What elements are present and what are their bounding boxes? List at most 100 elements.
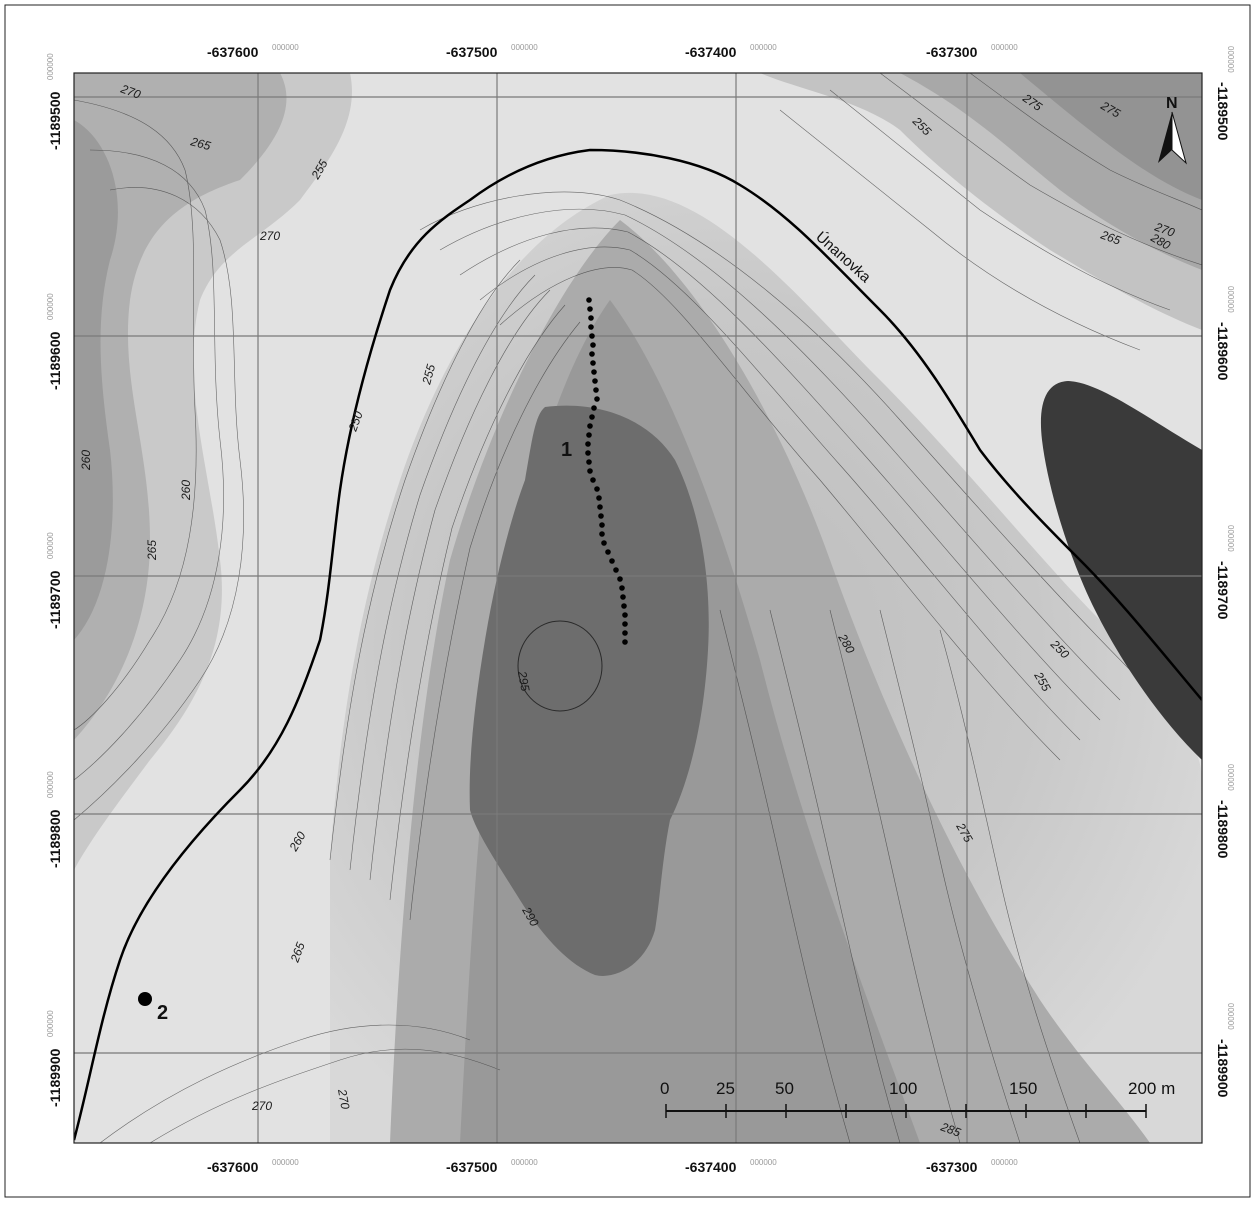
profile-dot	[589, 333, 595, 339]
north-arrow: N	[1158, 95, 1187, 165]
west-hill-terrain-core	[74, 120, 118, 640]
profile-dot	[590, 342, 596, 348]
x-label-bottom-2-dec: 000000	[511, 1158, 538, 1167]
contour-label: 270	[259, 229, 280, 243]
contour-label: 255	[419, 362, 438, 386]
y-label-right-4-dec: 000000	[1226, 764, 1235, 791]
contour-lines	[74, 73, 1202, 1143]
west-hill-terrain-inner	[74, 73, 287, 740]
x-coordinate-labels-bottom: -637600 000000 -637500 000000 -637400 00…	[207, 1158, 1018, 1175]
profile-dot	[589, 414, 595, 420]
contour-label: 265	[188, 134, 212, 153]
contour-label: 270	[118, 81, 143, 101]
contour-label: 265	[1098, 227, 1123, 247]
y-label-right-1-dec: 000000	[1226, 46, 1235, 73]
x-label-bottom-1: -637600	[207, 1159, 259, 1175]
profile-dot	[601, 540, 607, 546]
y-label-right-4: -1189800	[1215, 800, 1231, 859]
profile-dot	[587, 306, 593, 312]
contour-label: 270	[335, 1087, 352, 1110]
profile-dot	[621, 603, 627, 609]
y-label-left-1: -1189500	[47, 91, 63, 150]
y-label-right-5: -1189900	[1215, 1039, 1231, 1098]
y-label-left-2: -1189600	[47, 331, 63, 390]
contour-label: 285	[938, 1119, 963, 1139]
profile-dot	[619, 585, 625, 591]
profile-dot	[587, 468, 593, 474]
scale-label-150: 150	[1009, 1079, 1037, 1098]
x-label-bottom-4-dec: 000000	[991, 1158, 1018, 1167]
contour-label: 260	[179, 480, 193, 501]
y-label-right-2-dec: 000000	[1226, 286, 1235, 313]
profile-dot	[598, 513, 604, 519]
y-label-right-5-dec: 000000	[1226, 1003, 1235, 1030]
contour-label: 260	[79, 450, 93, 471]
profile-dot	[590, 360, 596, 366]
y-coordinate-labels-right: -1189500 000000 -1189600 000000 -1189700…	[1215, 46, 1235, 1098]
profile-dot	[609, 558, 615, 564]
river-unanovka	[74, 148, 1202, 1141]
west-hill-terrain	[74, 73, 352, 870]
profile-dot	[591, 405, 597, 411]
profile-dot	[613, 567, 619, 573]
profile-dot	[588, 324, 594, 330]
profile-dot	[622, 630, 628, 636]
scale-label-200: 200 m	[1128, 1079, 1175, 1098]
y-label-left-5-dec: 000000	[46, 1010, 55, 1037]
contour-label: 270	[251, 1099, 272, 1113]
coordinate-grid	[74, 73, 1202, 1143]
profile-dot	[605, 549, 611, 555]
summit-area	[469, 405, 709, 976]
x-label-bottom-4: -637300	[926, 1159, 978, 1175]
profile-dot	[588, 315, 594, 321]
map-border	[73, 72, 1203, 1144]
profile-dot	[622, 639, 628, 645]
contour-label: 265	[287, 940, 307, 965]
profile-dot	[596, 495, 602, 501]
contour-label: 250	[345, 409, 365, 434]
x-label-top-2: -637500	[446, 44, 498, 60]
profile-dot	[589, 351, 595, 357]
y-label-right-1: -1189500	[1215, 82, 1231, 141]
scale-label-0: 0	[660, 1079, 669, 1098]
profile-dot	[586, 432, 592, 438]
y-coordinate-labels-left: -1189500 000000 -1189600 000000 -1189700…	[46, 53, 63, 1107]
profile-dot	[622, 612, 628, 618]
profile-dot	[597, 504, 603, 510]
y-label-left-1-dec: 000000	[46, 53, 55, 80]
contour-label: 270	[1152, 219, 1177, 239]
y-label-left-3-dec: 000000	[46, 532, 55, 559]
terrain-layer: 2702652552552502602752702602652952902652…	[74, 73, 1202, 1143]
x-label-bottom-3: -637400	[685, 1159, 737, 1175]
x-label-top-3-dec: 000000	[750, 43, 777, 52]
contour-label: 265	[145, 540, 159, 561]
y-label-left-5: -1189900	[47, 1048, 63, 1107]
y-label-right-3: -1189700	[1215, 561, 1231, 620]
profile-dot	[592, 378, 598, 384]
scale-label-25: 25	[716, 1079, 735, 1098]
y-label-left-2-dec: 000000	[46, 293, 55, 320]
profile-dot	[599, 522, 605, 528]
profile-dot	[599, 531, 605, 537]
y-label-right-3-dec: 000000	[1226, 525, 1235, 552]
marker-2-label: 2	[157, 1002, 168, 1024]
y-label-left-4: -1189800	[47, 809, 63, 868]
north-arrow-label: N	[1166, 95, 1178, 112]
profile-dot	[587, 423, 593, 429]
y-label-left-3: -1189700	[47, 570, 63, 629]
profile-dot	[591, 369, 597, 375]
profile-dot	[622, 621, 628, 627]
x-label-bottom-2: -637500	[446, 1159, 498, 1175]
y-label-left-4-dec: 000000	[46, 771, 55, 798]
scale-label-50: 50	[775, 1079, 794, 1098]
profile-dot	[590, 477, 596, 483]
marker-1-dotted-line	[585, 297, 628, 645]
dark-zone	[1040, 381, 1202, 760]
x-label-top-1-dec: 000000	[272, 43, 299, 52]
profile-dot	[617, 576, 623, 582]
x-label-top-4: -637300	[926, 44, 978, 60]
profile-dot	[593, 387, 599, 393]
northeast-hill-terrain-core	[1020, 73, 1202, 200]
